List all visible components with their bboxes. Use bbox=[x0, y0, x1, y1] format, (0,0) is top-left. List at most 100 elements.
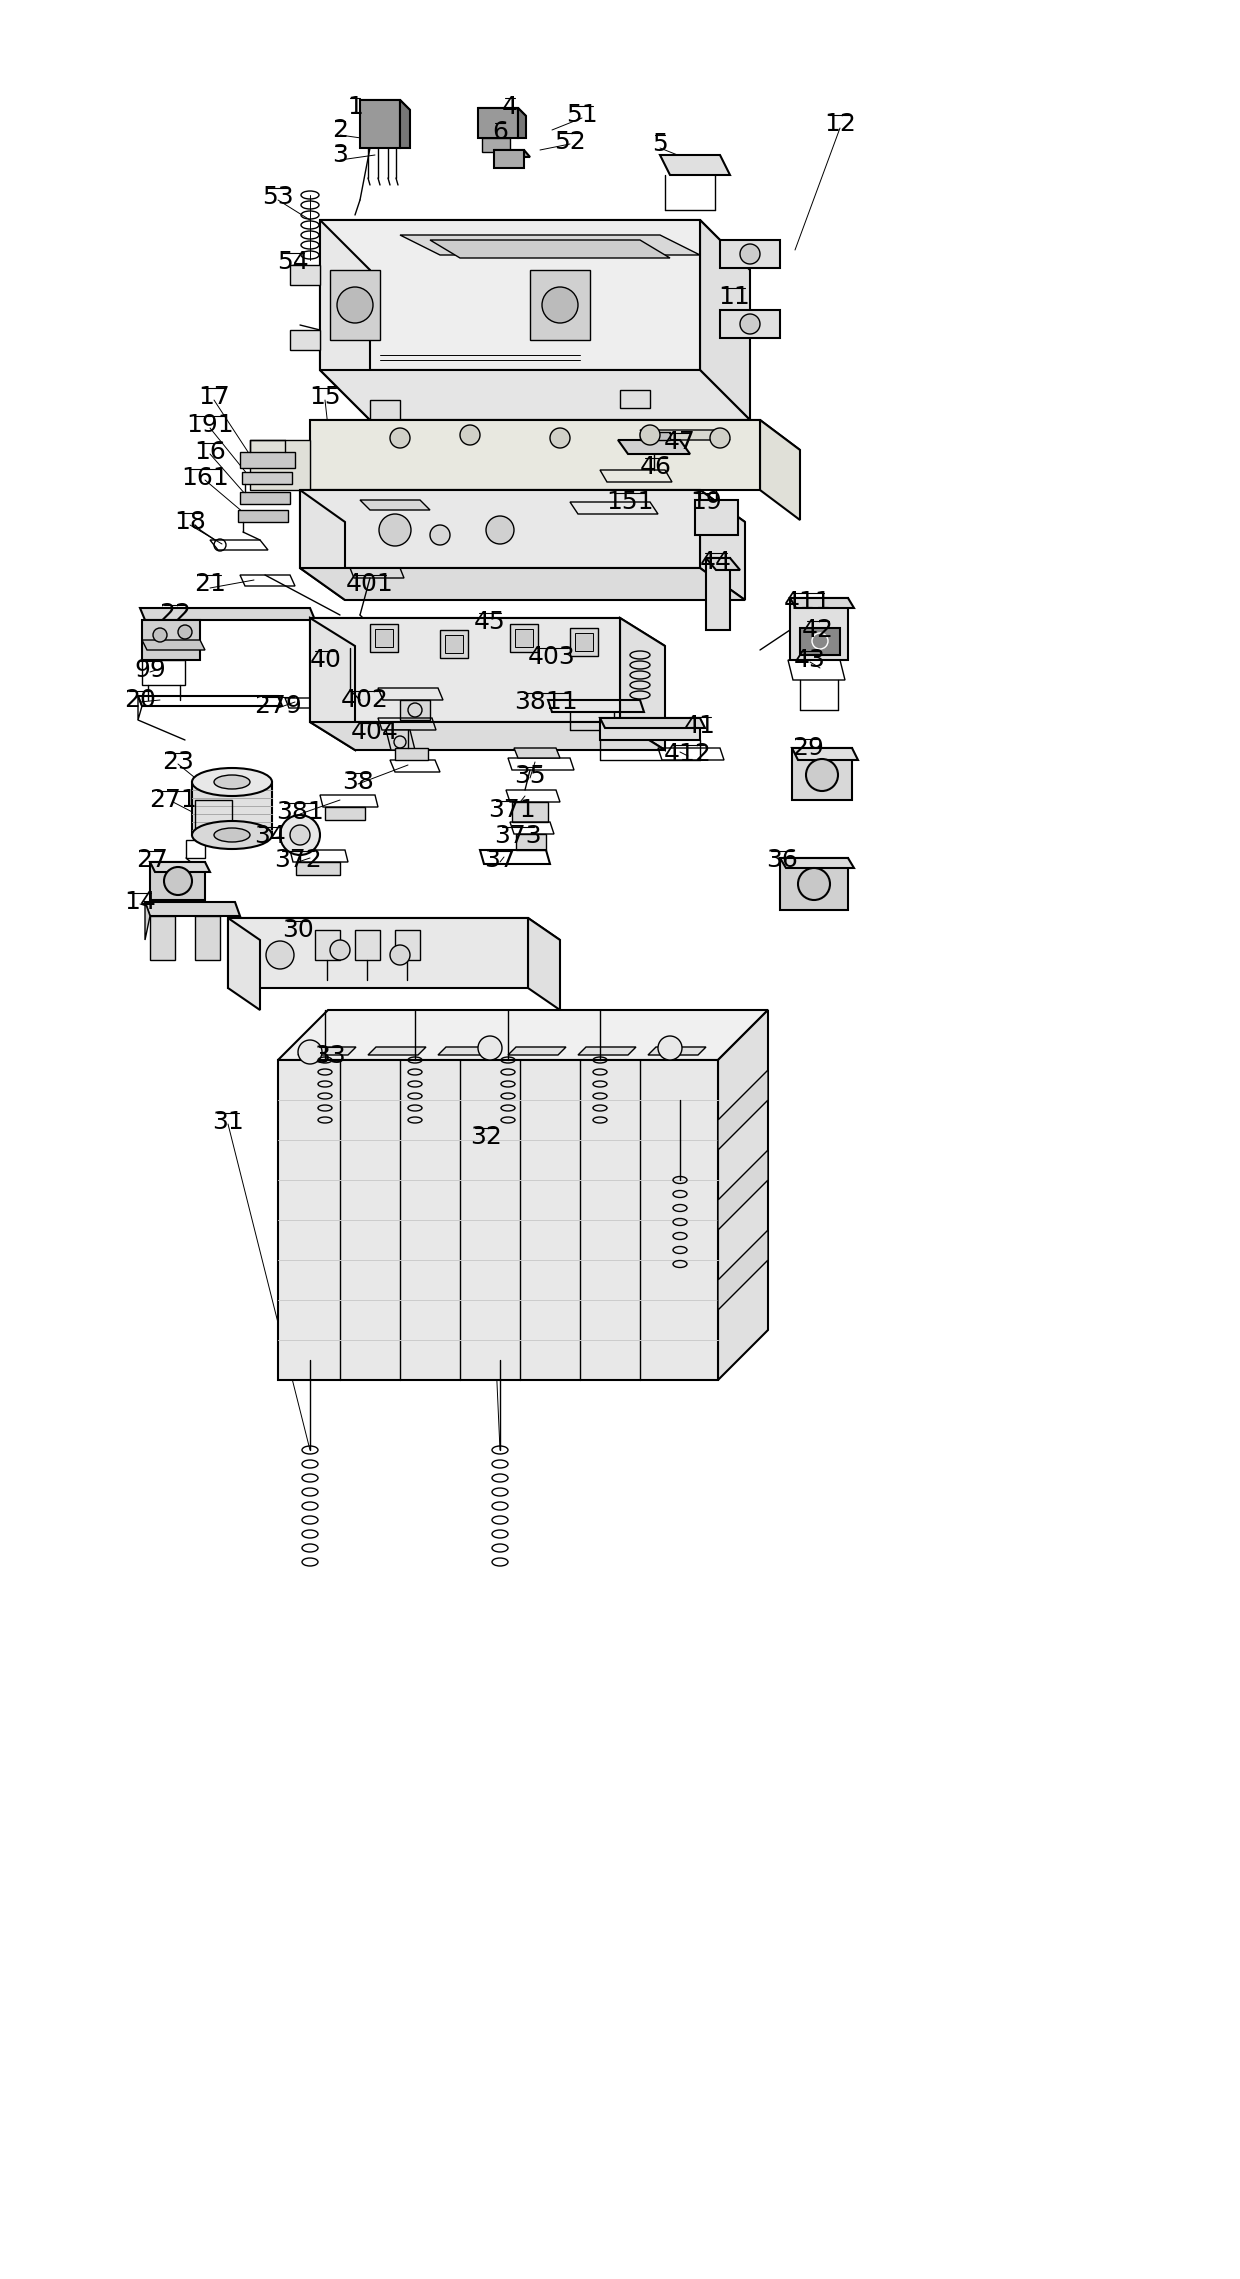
Text: 41: 41 bbox=[684, 713, 715, 738]
Polygon shape bbox=[310, 618, 665, 645]
Text: 47: 47 bbox=[665, 431, 696, 454]
Polygon shape bbox=[694, 499, 738, 536]
Text: 16: 16 bbox=[195, 440, 226, 465]
Circle shape bbox=[799, 868, 830, 900]
Polygon shape bbox=[640, 431, 730, 440]
Polygon shape bbox=[241, 492, 290, 504]
Polygon shape bbox=[477, 107, 518, 139]
Circle shape bbox=[153, 629, 167, 643]
Polygon shape bbox=[192, 782, 272, 834]
Circle shape bbox=[806, 759, 838, 791]
Text: 18: 18 bbox=[174, 510, 206, 533]
Polygon shape bbox=[228, 918, 260, 1010]
Polygon shape bbox=[298, 1046, 356, 1055]
Polygon shape bbox=[370, 401, 401, 419]
Text: 14: 14 bbox=[124, 891, 156, 914]
Polygon shape bbox=[315, 930, 340, 959]
Polygon shape bbox=[396, 930, 420, 959]
Text: 279: 279 bbox=[254, 695, 301, 718]
Ellipse shape bbox=[192, 820, 272, 850]
Text: 3: 3 bbox=[332, 144, 348, 166]
Polygon shape bbox=[482, 139, 510, 153]
Polygon shape bbox=[649, 1046, 706, 1055]
Polygon shape bbox=[528, 918, 560, 1010]
Polygon shape bbox=[290, 330, 320, 351]
Polygon shape bbox=[320, 369, 750, 419]
Circle shape bbox=[711, 428, 730, 449]
Polygon shape bbox=[790, 597, 848, 661]
Text: 30: 30 bbox=[283, 918, 314, 941]
Polygon shape bbox=[570, 629, 598, 656]
Text: 35: 35 bbox=[515, 763, 546, 789]
Polygon shape bbox=[618, 440, 689, 454]
Polygon shape bbox=[320, 221, 750, 269]
Text: 372: 372 bbox=[274, 848, 322, 873]
Polygon shape bbox=[320, 221, 370, 419]
Polygon shape bbox=[620, 618, 665, 750]
Circle shape bbox=[179, 624, 192, 638]
Polygon shape bbox=[150, 861, 210, 873]
Text: 36: 36 bbox=[766, 848, 797, 873]
Polygon shape bbox=[145, 902, 150, 939]
Text: 401: 401 bbox=[346, 572, 394, 597]
Polygon shape bbox=[718, 1231, 768, 1310]
Polygon shape bbox=[228, 918, 560, 939]
Text: 271: 271 bbox=[149, 789, 197, 811]
Polygon shape bbox=[145, 902, 241, 916]
Polygon shape bbox=[518, 107, 526, 139]
Polygon shape bbox=[250, 440, 310, 490]
Polygon shape bbox=[494, 150, 529, 157]
Polygon shape bbox=[143, 620, 200, 661]
Text: 27: 27 bbox=[136, 848, 167, 873]
Polygon shape bbox=[578, 1046, 636, 1055]
Polygon shape bbox=[792, 748, 858, 759]
Text: 38: 38 bbox=[342, 770, 374, 793]
Text: 42: 42 bbox=[802, 618, 835, 643]
Text: 1: 1 bbox=[347, 96, 363, 119]
Polygon shape bbox=[515, 748, 560, 759]
Polygon shape bbox=[701, 490, 745, 599]
Polygon shape bbox=[401, 100, 410, 148]
Text: 17: 17 bbox=[198, 385, 229, 408]
Polygon shape bbox=[718, 1010, 768, 1381]
Circle shape bbox=[542, 287, 578, 324]
Text: 191: 191 bbox=[186, 412, 234, 438]
Text: 52: 52 bbox=[554, 130, 585, 155]
Polygon shape bbox=[396, 748, 428, 759]
Text: 2: 2 bbox=[332, 119, 348, 141]
Polygon shape bbox=[310, 618, 620, 722]
Text: 381: 381 bbox=[277, 800, 324, 825]
Polygon shape bbox=[150, 861, 205, 900]
Polygon shape bbox=[706, 558, 730, 629]
Polygon shape bbox=[660, 155, 730, 175]
Text: 19: 19 bbox=[691, 490, 722, 515]
Ellipse shape bbox=[215, 827, 250, 841]
Text: 3811: 3811 bbox=[515, 691, 578, 713]
Polygon shape bbox=[800, 629, 839, 654]
Circle shape bbox=[379, 515, 410, 547]
Text: 44: 44 bbox=[701, 549, 732, 574]
Text: 51: 51 bbox=[567, 103, 598, 128]
Polygon shape bbox=[386, 729, 415, 750]
Polygon shape bbox=[515, 629, 533, 647]
Text: 99: 99 bbox=[134, 659, 166, 681]
Text: 23: 23 bbox=[162, 750, 193, 775]
Polygon shape bbox=[529, 269, 590, 340]
Text: 5: 5 bbox=[652, 132, 668, 155]
Polygon shape bbox=[600, 718, 701, 741]
Polygon shape bbox=[241, 451, 295, 467]
Text: 45: 45 bbox=[474, 611, 506, 634]
Circle shape bbox=[164, 866, 192, 896]
Polygon shape bbox=[143, 640, 205, 650]
Text: 161: 161 bbox=[181, 465, 229, 490]
Text: 32: 32 bbox=[470, 1126, 502, 1149]
Polygon shape bbox=[360, 499, 430, 510]
Text: 54: 54 bbox=[277, 251, 309, 273]
Polygon shape bbox=[296, 861, 340, 875]
Circle shape bbox=[740, 244, 760, 264]
Circle shape bbox=[290, 825, 310, 846]
Polygon shape bbox=[494, 150, 525, 169]
Polygon shape bbox=[508, 1046, 565, 1055]
Polygon shape bbox=[718, 1151, 768, 1231]
Polygon shape bbox=[290, 264, 320, 285]
